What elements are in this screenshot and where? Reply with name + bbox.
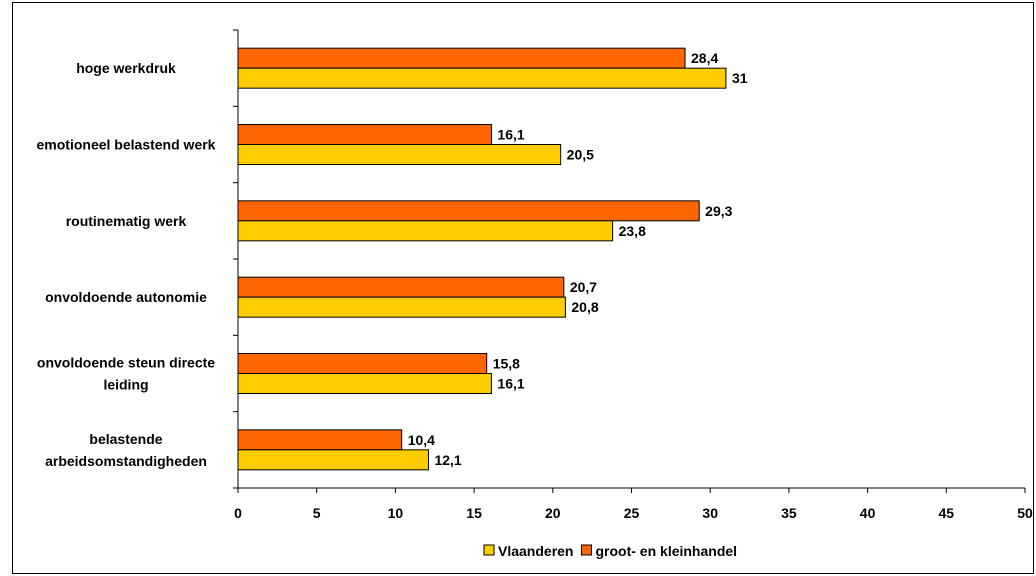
bar-groot-en-kleinhandel-onvoldoende-autonomie: [237, 276, 565, 298]
bar-vlaanderen-onvoldoende-steun-directe-leiding: [237, 373, 492, 394]
data-label-groot-en-kleinhandel-hoge-werkdruk: 28,4: [691, 50, 718, 66]
x-tick-label-10: 10: [388, 505, 404, 521]
x-tick-label-15: 15: [466, 505, 482, 521]
legend-label-groot-en-kleinhandel: groot- en kleinhandel: [595, 543, 737, 559]
category-label-belastende-arbeidsomstandigheden-line-1: belastende: [89, 431, 162, 447]
category-label-belastende-arbeidsomstandigheden-line-2: arbeidsomstandigheden: [45, 453, 207, 469]
data-label-vlaanderen-onvoldoende-autonomie: 20,8: [571, 299, 598, 315]
bar-groot-en-kleinhandel-hoge-werkdruk: [237, 47, 686, 69]
bar-vlaanderen-routinematig-werk: [237, 220, 614, 242]
data-label-groot-en-kleinhandel-onvoldoende-steun-directe-leiding: 15,8: [493, 356, 520, 372]
data-label-vlaanderen-routinematig-werk: 23,8: [619, 223, 646, 239]
data-label-groot-en-kleinhandel-onvoldoende-autonomie: 20,7: [570, 279, 597, 295]
bar-groot-en-kleinhandel-routinematig-werk: [237, 200, 700, 222]
data-label-groot-en-kleinhandel-emotioneel-belastend-werk: 16,1: [497, 127, 524, 143]
x-tick-label-35: 35: [781, 505, 797, 521]
category-label-routinematig-werk: routinematig werk: [66, 213, 187, 229]
bar-vlaanderen-hoge-werkdruk: [237, 67, 727, 89]
data-label-vlaanderen-onvoldoende-steun-directe-leiding: 16,1: [497, 376, 524, 392]
x-tick-label-45: 45: [939, 505, 955, 521]
data-label-vlaanderen-belastende-arbeidsomstandigheden: 12,1: [434, 452, 461, 468]
x-tick-label-30: 30: [702, 505, 718, 521]
x-tick-label-5: 5: [313, 505, 321, 521]
category-label-onvoldoende-steun-directe-leiding-line-1: onvoldoende steun directe: [37, 355, 215, 371]
x-tick-label-0: 0: [234, 505, 242, 521]
bar-vlaanderen-belastende-arbeidsomstandigheden: [237, 449, 429, 471]
category-label-emotioneel-belastend-werk: emotioneel belastend werk: [37, 137, 216, 153]
x-tick-label-20: 20: [545, 505, 561, 521]
legend-swatch-groot-en-kleinhandel: [580, 544, 592, 556]
bar-groot-en-kleinhandel-emotioneel-belastend-werk: [237, 124, 492, 145]
x-tick-label-25: 25: [624, 505, 640, 521]
bar-groot-en-kleinhandel-onvoldoende-steun-directe-leiding: [237, 353, 488, 374]
legend-swatch-vlaanderen: [483, 544, 495, 556]
category-label-onvoldoende-autonomie: onvoldoende autonomie: [45, 289, 207, 305]
bar-vlaanderen-onvoldoende-autonomie: [237, 296, 566, 318]
bar-groot-en-kleinhandel-belastende-arbeidsomstandigheden: [237, 429, 403, 451]
data-label-groot-en-kleinhandel-routinematig-werk: 29,3: [705, 203, 732, 219]
category-label-hoge-werkdruk: hoge werkdruk: [76, 60, 176, 76]
data-label-groot-en-kleinhandel-belastende-arbeidsomstandigheden: 10,4: [408, 432, 435, 448]
data-label-vlaanderen-hoge-werkdruk: 31: [732, 70, 748, 86]
data-label-vlaanderen-emotioneel-belastend-werk: 20,5: [567, 147, 594, 163]
x-tick-label-40: 40: [860, 505, 876, 521]
bar-vlaanderen-emotioneel-belastend-werk: [237, 144, 562, 165]
legend-label-vlaanderen: Vlaanderen: [498, 543, 573, 559]
x-tick-label-50: 50: [1017, 505, 1033, 521]
category-label-onvoldoende-steun-directe-leiding-line-2: leiding: [103, 377, 148, 393]
